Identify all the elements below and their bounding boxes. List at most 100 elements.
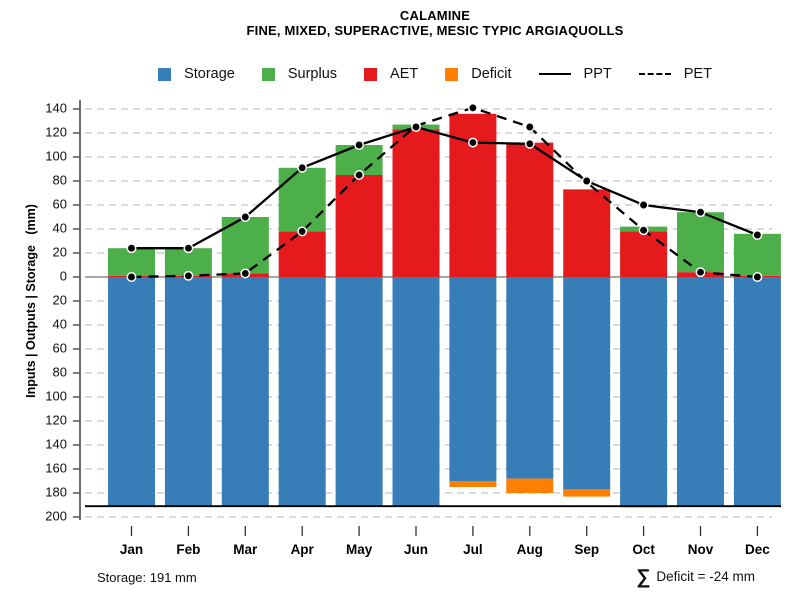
aet-bar-jun	[392, 129, 440, 277]
y-tick-minus-180-label: 180	[45, 484, 67, 499]
month-label-sep: Sep	[574, 542, 599, 557]
legend-item-deficit: Deficit	[445, 66, 512, 82]
aet-swatch-icon	[364, 67, 378, 81]
y-tick-80-label: 80	[53, 172, 67, 187]
legend-label-storage: Storage	[184, 66, 235, 82]
y-tick-60-label: 60	[53, 196, 67, 211]
storage-bar-sep	[563, 277, 611, 490]
storage-bar-apr	[278, 277, 326, 507]
legend-label-surplus: Surplus	[287, 66, 338, 82]
storage-bar-jul	[449, 277, 497, 481]
y-tick-40-label: 40	[53, 220, 67, 235]
y-tick-minus-60-label: 60	[53, 340, 67, 355]
month-label-feb: Feb	[176, 542, 200, 557]
ppt-marker-mar	[240, 212, 251, 222]
aet-bar-sep	[563, 189, 611, 277]
storage-bar-feb	[164, 277, 212, 507]
deficit-total-note: ∑ Deficit = -24 mm	[636, 566, 755, 589]
legend-item-pet: PET	[638, 66, 712, 82]
y-tick-minus-140-label: 140	[45, 436, 67, 451]
legend: Storage Surplus AET Deficit PPT PET	[70, 66, 800, 82]
chart-subtitle: FINE, MIXED, SUPERACTIVE, MESIC TYPIC AR…	[246, 23, 624, 38]
pet-line	[131, 106, 758, 279]
sigma-symbol: ∑	[636, 566, 651, 588]
legend-label-deficit: Deficit	[471, 66, 512, 82]
storage-bar-jan	[108, 277, 155, 507]
chart-title: CALAMINE	[399, 8, 471, 23]
ppt-marker-aug	[524, 138, 535, 149]
month-label-dec: Dec	[745, 542, 770, 557]
y-tick-100-label: 100	[45, 148, 67, 163]
month-label-apr: Apr	[291, 542, 315, 557]
deficit-bar-sep	[563, 489, 611, 497]
storage-bar-aug	[506, 277, 554, 479]
ppt-marker-dec	[752, 230, 763, 240]
month-label-jun: Jun	[404, 542, 428, 557]
pet-marker-mar	[240, 268, 251, 279]
surplus-bar-nov	[677, 212, 724, 273]
ppt-marker-nov	[695, 207, 706, 218]
deficit-swatch-icon	[445, 67, 459, 81]
y-tick-120-label: 120	[45, 124, 67, 139]
ppt-line	[131, 125, 758, 250]
aet-bar-apr	[278, 231, 326, 277]
surplus-bar-dec	[733, 233, 781, 276]
pet-marker-jan	[126, 272, 137, 282]
legend-label-aet: AET	[390, 66, 419, 82]
storage-note: Storage: 191 mm	[97, 570, 197, 585]
y-tick-minus-160-label: 160	[45, 460, 67, 475]
month-label-nov: Nov	[688, 542, 714, 557]
ppt-marker-sep	[581, 176, 592, 186]
pet-marker-jul	[467, 102, 478, 113]
legend-label-ppt: PPT	[583, 66, 612, 82]
ppt-marker-jul	[467, 137, 478, 148]
pet-marker-nov	[695, 267, 706, 278]
month-label-aug: Aug	[517, 542, 543, 557]
pet-swatch-icon	[638, 73, 671, 75]
surplus-bar-may	[335, 145, 383, 175]
surplus-bar-apr	[278, 167, 326, 232]
month-label-oct: Oct	[632, 542, 655, 557]
y-tick-minus-100-label: 100	[45, 388, 67, 403]
y-tick-minus-200-label: 200	[45, 508, 67, 523]
storage-bar-dec	[733, 277, 781, 507]
ppt-marker-jun	[411, 122, 421, 132]
storage-swatch-icon	[158, 67, 172, 81]
storage-bar-jun	[392, 277, 440, 507]
y-tick-minus-40-label: 40	[53, 316, 67, 331]
pet-marker-apr	[297, 226, 308, 237]
month-label-jan: Jan	[120, 542, 143, 557]
deficit-bar-jul	[449, 481, 497, 487]
month-label-jul: Jul	[463, 542, 483, 557]
legend-item-surplus: Surplus	[261, 66, 338, 82]
y-tick-minus-20-label: 20	[53, 292, 67, 307]
pet-marker-aug	[524, 122, 535, 132]
pet-marker-dec	[752, 272, 763, 282]
legend-label-pet: PET	[683, 66, 712, 82]
y-tick-0-label: 0	[60, 268, 67, 283]
ppt-marker-oct	[638, 200, 649, 210]
y-tick-20-label: 20	[53, 244, 67, 259]
legend-item-aet: AET	[364, 66, 418, 82]
month-label-may: May	[346, 542, 373, 557]
surplus-swatch-icon	[261, 67, 275, 81]
ppt-marker-jan	[126, 243, 137, 254]
y-tick-minus-120-label: 120	[45, 412, 67, 427]
y-tick-minus-80-label: 80	[53, 364, 67, 379]
storage-bar-mar	[221, 277, 269, 507]
storage-bar-nov	[677, 277, 724, 507]
ppt-swatch-icon	[538, 73, 571, 75]
ppt-marker-feb	[183, 243, 194, 254]
legend-item-ppt: PPT	[538, 66, 612, 82]
legend-item-storage: Storage	[158, 66, 235, 82]
storage-bar-may	[335, 277, 383, 507]
aet-bar-oct	[620, 231, 668, 277]
pet-marker-oct	[638, 225, 649, 236]
pet-marker-feb	[183, 270, 194, 281]
ppt-marker-may	[354, 140, 365, 150]
y-tick-140-label: 140	[45, 100, 67, 115]
deficit-bar-aug	[506, 478, 554, 493]
aet-bar-aug	[506, 142, 554, 277]
